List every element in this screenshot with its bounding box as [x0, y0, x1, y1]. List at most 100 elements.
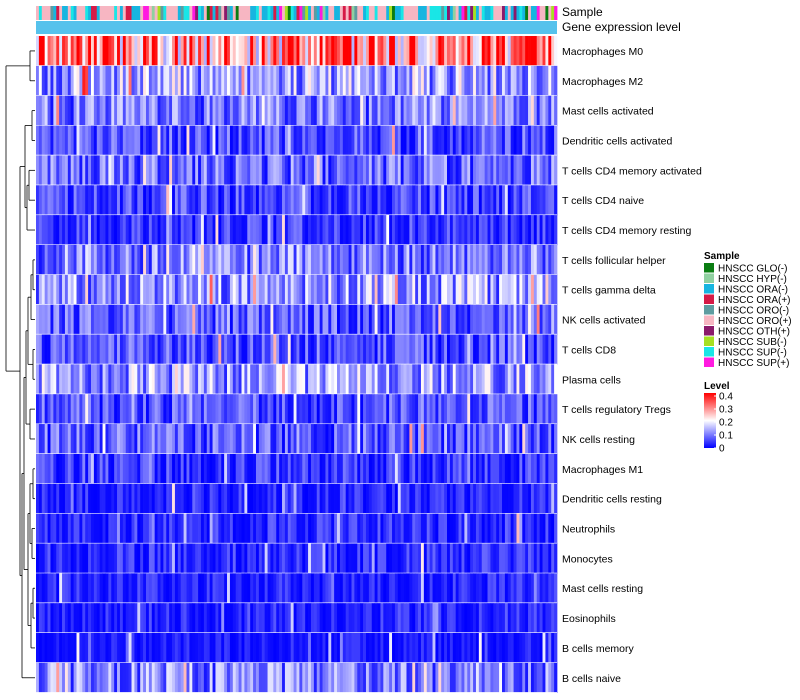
heatmap-cell	[360, 603, 364, 634]
heatmap-cell	[316, 662, 320, 693]
heatmap-cell	[131, 95, 135, 126]
heatmap-cell	[525, 185, 529, 216]
heatmap-cell	[519, 483, 523, 514]
heatmap-cell	[345, 483, 349, 514]
heatmap-cell	[470, 453, 474, 485]
heatmap-cell	[487, 244, 491, 276]
sample-track-cell	[160, 6, 164, 20]
heatmap-cell	[357, 215, 361, 246]
heatmap-cell	[180, 513, 184, 544]
heatmap-cell	[360, 424, 364, 455]
heatmap-cell	[365, 185, 370, 216]
row-label: T cells CD8	[562, 344, 616, 356]
heatmap-cell	[189, 364, 193, 395]
heatmap-cell	[59, 244, 63, 276]
heatmap-cell	[151, 364, 156, 395]
heatmap-cell	[215, 453, 219, 485]
heatmap-cell	[105, 543, 109, 574]
heatmap-cell	[186, 95, 190, 126]
heatmap-cell	[331, 662, 335, 693]
heatmap-cell	[441, 215, 445, 246]
heatmap-cell	[504, 215, 509, 246]
sample-track-cell	[59, 6, 63, 20]
heatmap-cell	[177, 394, 182, 425]
sample-track-cell	[70, 6, 75, 20]
heatmap-cell	[41, 304, 46, 335]
heatmap-cell	[510, 633, 514, 664]
heatmap-cell	[525, 573, 529, 604]
heatmap-cell	[548, 125, 552, 156]
heatmap-cell	[250, 662, 254, 693]
sample-track-cell	[85, 6, 89, 20]
heatmap-cell	[189, 453, 193, 485]
heatmap-cell	[394, 125, 399, 156]
heatmap-cell	[331, 36, 335, 67]
heatmap-cell	[536, 274, 540, 305]
heatmap-cell	[545, 244, 549, 276]
heatmap-cell	[137, 215, 141, 246]
heatmap-cell	[551, 662, 555, 693]
heatmap-cell	[44, 543, 48, 574]
heatmap-cell	[470, 424, 474, 455]
heatmap-cell	[151, 215, 156, 246]
heatmap-cell	[322, 304, 326, 335]
heatmap-cell	[478, 483, 483, 514]
heatmap-cell	[536, 633, 540, 664]
heatmap-cell	[255, 215, 260, 246]
heatmap-cell	[415, 274, 419, 305]
heatmap-cell	[241, 185, 245, 216]
heatmap-cell	[420, 633, 425, 664]
heatmap-cell	[85, 424, 89, 455]
heatmap-cell	[258, 304, 263, 335]
heatmap-cell	[227, 483, 231, 514]
heatmap-cell	[380, 394, 384, 425]
heatmap-cell	[319, 36, 323, 67]
heatmap-cell	[305, 36, 309, 67]
heatmap-cell	[180, 424, 184, 455]
heatmap-row	[36, 453, 558, 485]
heatmap-cell	[392, 394, 396, 425]
heatmap-cell	[198, 304, 202, 335]
heatmap-cell	[449, 573, 454, 604]
heatmap-cell	[140, 453, 144, 485]
heatmap-cell	[50, 662, 54, 693]
sample-track-cell	[403, 6, 407, 20]
heatmap-cell	[496, 453, 500, 485]
heatmap-cell	[186, 125, 190, 156]
heatmap-cell	[499, 513, 503, 544]
heatmap-cell	[438, 513, 442, 544]
heatmap-cell	[102, 424, 106, 455]
sample-track-cell	[186, 6, 190, 20]
heatmap-cell	[325, 662, 329, 693]
heatmap-cell	[548, 334, 552, 365]
heatmap-cell	[258, 603, 263, 634]
heatmap-cell	[157, 543, 161, 574]
heatmap-cell	[247, 603, 251, 634]
heatmap-cell	[82, 274, 86, 305]
heatmap-cell	[377, 334, 381, 365]
heatmap-cell	[93, 36, 98, 67]
heatmap-cell	[264, 185, 268, 216]
heatmap-cell	[93, 244, 98, 276]
heatmap-cell	[148, 662, 153, 693]
heatmap-cell	[85, 185, 89, 216]
heatmap-cell	[241, 573, 245, 604]
heatmap-cell	[172, 65, 176, 96]
heatmap-cell	[397, 394, 402, 425]
heatmap-cell	[435, 364, 439, 395]
heatmap-cell	[261, 662, 266, 693]
heatmap-cell	[145, 424, 150, 455]
sample-legend-label: HNSCC GLO(-)	[718, 264, 787, 275]
heatmap-cell	[93, 603, 98, 634]
heatmap-cell	[154, 573, 158, 604]
heatmap-cell	[215, 513, 219, 544]
heatmap-row	[36, 394, 558, 425]
heatmap-cell	[67, 304, 72, 335]
heatmap-cell	[232, 662, 237, 693]
heatmap-cell	[542, 95, 546, 126]
heatmap-cell	[319, 125, 323, 156]
heatmap-cell	[530, 185, 535, 216]
heatmap-cell	[371, 334, 375, 365]
heatmap-cell	[487, 185, 491, 216]
heatmap-cell	[551, 633, 555, 664]
